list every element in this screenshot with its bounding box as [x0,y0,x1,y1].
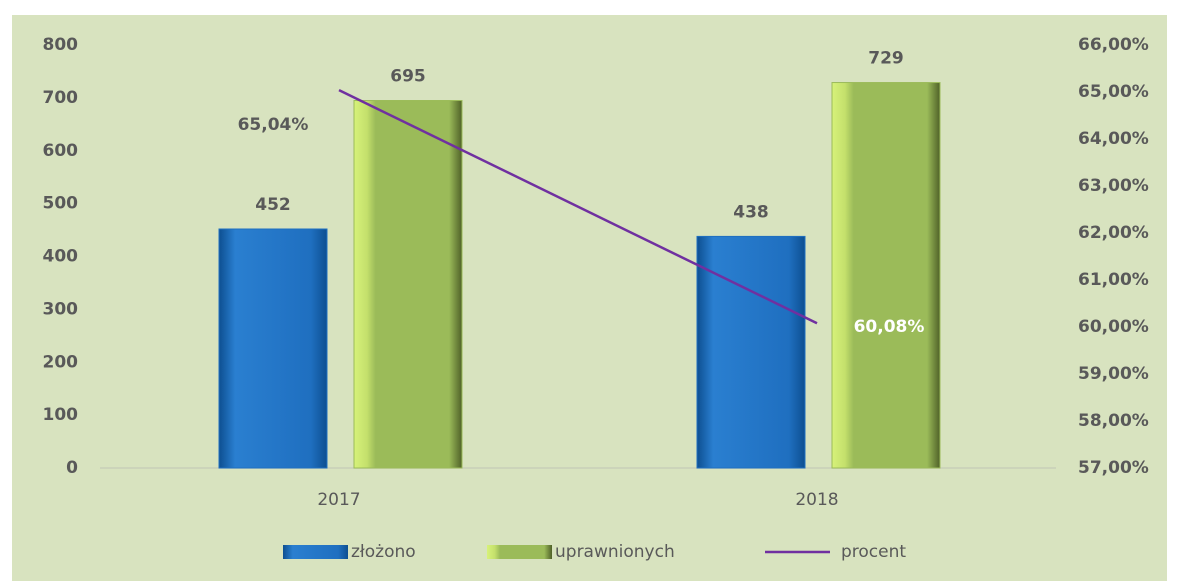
legend-swatch [283,545,348,559]
y-tick-label: 100 [43,405,79,425]
data-label: 438 [733,202,769,222]
legend-label: uprawnionych [555,542,675,562]
y2-tick-label: 64,00% [1078,129,1149,149]
y2-tick-label: 59,00% [1078,364,1149,384]
y-tick-label: 400 [43,247,79,267]
y-tick-label: 800 [43,35,79,55]
data-label: 695 [390,67,426,87]
y2-tick-label: 58,00% [1078,411,1149,431]
y-tick-label: 700 [43,88,79,108]
background [12,15,1167,581]
y2-tick-label: 60,00% [1078,317,1149,337]
y2-tick-label: 65,00% [1078,82,1149,102]
legend-label: złożono [351,542,416,562]
line-label: 60,08% [854,317,925,337]
y-tick-label: 500 [43,194,79,214]
y-tick-label: 300 [43,299,79,319]
data-label: 452 [255,195,291,215]
x-tick-label: 2018 [795,490,838,510]
y2-tick-label: 61,00% [1078,270,1149,290]
data-label: 729 [868,49,904,69]
bar [353,100,463,469]
y-tick-label: 0 [66,458,78,478]
line [338,88,818,325]
legend-label: procent [841,542,906,562]
bar [696,235,806,469]
legend-swatch [487,545,552,559]
line-label: 65,04% [238,115,309,135]
y2-tick-label: 66,00% [1078,35,1149,55]
y-tick-label: 600 [43,141,79,161]
y2-tick-label: 62,00% [1078,223,1149,243]
y2-tick-label: 63,00% [1078,176,1149,196]
bar [218,228,328,469]
x-tick-label: 2017 [317,490,360,510]
y2-tick-label: 57,00% [1078,458,1149,478]
y-tick-label: 200 [43,352,79,372]
bar [831,82,941,469]
